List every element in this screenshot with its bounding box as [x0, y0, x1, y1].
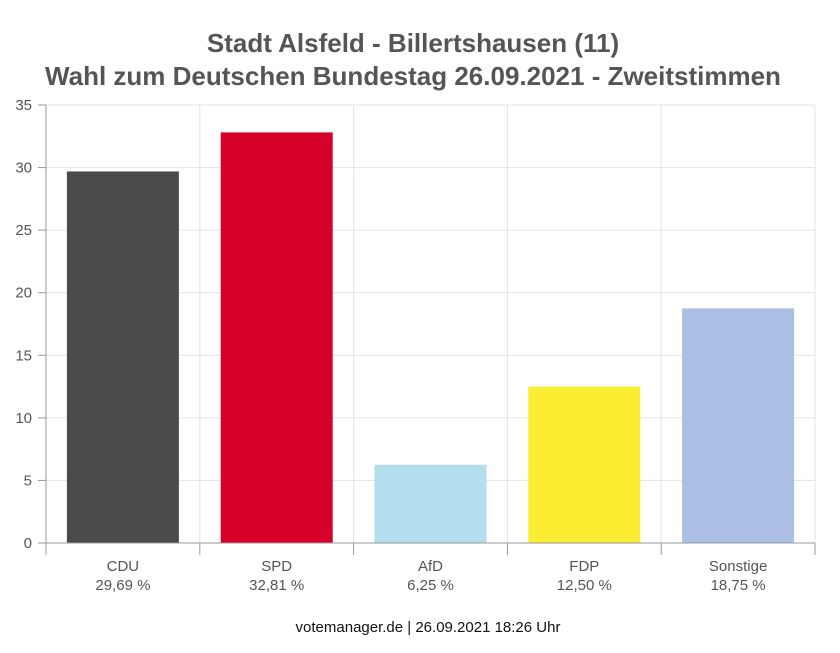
x-category-label: CDU [107, 558, 140, 575]
y-tick-label: 35 [15, 97, 32, 114]
x-value-label: 18,75 % [711, 577, 766, 594]
y-tick-label: 0 [24, 535, 32, 552]
x-value-label: 29,69 % [95, 577, 150, 594]
bar-fdp [528, 386, 641, 543]
bars-layer [66, 132, 795, 543]
y-tick-label: 30 [15, 160, 32, 177]
y-tick-label: 25 [15, 222, 32, 239]
bar-afd [374, 464, 487, 543]
chart-subtitle: Wahl zum Deutschen Bundestag 26.09.2021 … [45, 61, 781, 91]
footer-source: votemanager.de | 26.09.2021 18:26 Uhr [296, 619, 561, 636]
x-category-label: FDP [569, 558, 599, 575]
x-category-label: SPD [261, 558, 292, 575]
x-value-label: 12,50 % [557, 577, 612, 594]
labels-layer: 0 5 10 15 20 25 30 35 CDU 29,69 % SPD 32,81 % AfD 6,2… [15, 97, 767, 594]
x-value-label: 6,25 % [407, 577, 454, 594]
x-category-label: AfD [418, 558, 443, 575]
chart-title: Stadt Alsfeld - Billertshausen (11) [207, 28, 619, 58]
y-tick-label: 15 [15, 347, 32, 364]
bar-cdu [66, 171, 179, 543]
axis-layer [38, 104, 816, 555]
y-tick-label: 20 [15, 285, 32, 302]
x-category-label: Sonstige [709, 558, 767, 575]
bar-sonstige [682, 308, 795, 543]
y-tick-label: 5 [24, 472, 32, 489]
y-tick-label: 10 [15, 410, 32, 427]
bar-spd [220, 132, 333, 543]
x-value-label: 32,81 % [249, 577, 304, 594]
